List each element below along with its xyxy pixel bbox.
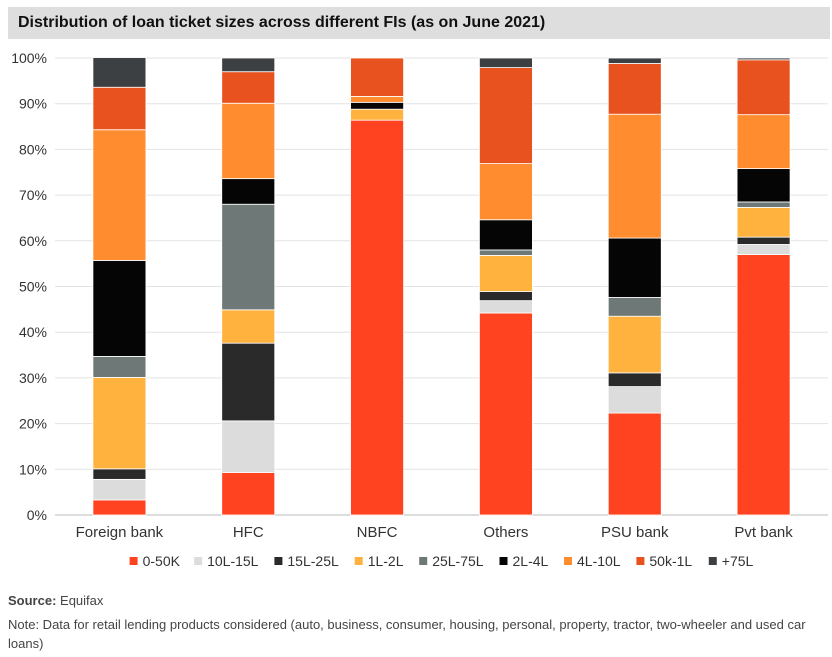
bar-segment: [736, 201, 791, 208]
bar-segment: [221, 420, 276, 473]
legend-label: 15L-25L: [287, 553, 339, 569]
y-tick-label: 0%: [27, 507, 47, 523]
bar-segment: [607, 237, 662, 298]
bar-segment: [221, 178, 276, 205]
legend-swatch: [564, 557, 572, 565]
bar-segment: [736, 57, 791, 61]
source-label: Source:: [8, 593, 57, 608]
bar-segment: [607, 315, 662, 374]
legend-label: +75L: [722, 553, 754, 569]
bar-segment: [92, 86, 147, 131]
bar-segment: [736, 207, 791, 238]
bar-segment: [607, 412, 662, 516]
y-tick-label: 90%: [19, 96, 47, 112]
bar-segment: [736, 254, 791, 516]
bar-segment: [92, 478, 147, 501]
footnote: Note: Data for retail lending products c…: [8, 617, 806, 651]
bar-segment: [607, 297, 662, 317]
y-tick-label: 30%: [19, 370, 47, 386]
bar-segment: [92, 260, 147, 357]
bar-segment: [350, 101, 404, 110]
chart-title-bar: Distribution of loan ticket sizes across…: [8, 7, 830, 39]
bar-segment: [479, 67, 533, 164]
x-tick-label: PSU bank: [601, 524, 669, 541]
legend-swatch: [194, 557, 203, 565]
bar-segment: [221, 203, 276, 311]
y-axis-ticks: 0% 10% 20% 30% 40% 50% 60% 70% 80% 90% 100%: [11, 50, 47, 523]
bar-segment: [736, 59, 791, 116]
bar-segment: [479, 300, 533, 314]
y-tick-label: 20%: [19, 416, 47, 432]
legend-label: 10L-15L: [207, 553, 259, 569]
x-tick-label: Foreign bank: [76, 524, 164, 541]
bar-segment: [92, 499, 147, 516]
bar-segment: [479, 163, 533, 221]
y-tick-label: 60%: [19, 233, 47, 249]
bar-segment: [479, 219, 533, 251]
bar-segment: [350, 95, 404, 103]
legend-swatch: [708, 557, 717, 565]
bar-segment: [607, 386, 662, 414]
bar-segment: [221, 472, 276, 516]
bar-segment: [92, 377, 147, 470]
legend-label: 1L-2L: [368, 553, 404, 569]
bar-segment: [736, 236, 791, 245]
source-line: Source: Equifax: [8, 593, 103, 608]
bar-segment: [607, 63, 662, 115]
x-tick-label: NBFC: [357, 524, 398, 541]
bar-segment: [607, 372, 662, 387]
bar-segment: [607, 57, 662, 64]
bar-segment: [221, 57, 276, 73]
legend-swatch: [419, 557, 428, 565]
x-tick-label: HFC: [233, 524, 264, 541]
x-tick-label: Others: [483, 524, 528, 541]
legend-swatch: [636, 557, 645, 565]
bar-segment: [350, 119, 404, 516]
source-value: Equifax: [56, 593, 104, 608]
bar-segment: [479, 312, 533, 516]
y-tick-label: 70%: [19, 187, 47, 203]
bars: [92, 57, 791, 516]
bar-segment: [221, 342, 276, 422]
y-tick-label: 10%: [19, 461, 47, 477]
bar-segment: [92, 57, 147, 88]
y-tick-label: 80%: [19, 141, 47, 157]
bar-segment: [479, 249, 533, 256]
bar-segment: [350, 57, 404, 97]
y-tick-label: 40%: [19, 324, 47, 340]
bar-segment: [92, 468, 147, 480]
gridlines: [55, 57, 828, 516]
legend-swatch: [274, 557, 283, 565]
legend: 0-50K 10L-15L 15L-25L 1L-2L 25L-75L 2L-4L 4L-1…: [129, 553, 754, 569]
chart-title: Distribution of loan ticket sizes across…: [18, 14, 546, 31]
y-tick-label: 100%: [11, 50, 47, 66]
bar-segment: [736, 244, 791, 255]
legend-label: 0-50K: [143, 553, 181, 569]
bar-segment: [221, 309, 276, 344]
legend-label: 2L-4L: [513, 553, 549, 569]
legend-label: 50k-1L: [649, 553, 692, 569]
x-tick-label: Pvt bank: [734, 524, 793, 541]
bar-segment: [736, 114, 791, 169]
bar-segment: [221, 102, 276, 180]
bar-segment: [479, 291, 533, 302]
legend-swatch: [129, 557, 138, 565]
bar-segment: [92, 129, 147, 261]
bar-segment: [92, 356, 147, 378]
legend-swatch: [499, 557, 508, 565]
stacked-bar-chart: 0% 10% 20% 30% 40% 50% 60% 70% 80% 90% 100% Foreig…: [11, 50, 828, 569]
legend-label: 25L-75L: [432, 553, 484, 569]
legend-label: 4L-10L: [577, 553, 621, 569]
bar-segment: [479, 57, 533, 68]
y-tick-label: 50%: [19, 279, 47, 295]
x-axis-ticks: Foreign bank HFC NBFC Others PSU bank Pvt ban…: [76, 524, 794, 541]
bar-segment: [607, 113, 662, 239]
bar-segment: [479, 255, 533, 292]
bar-segment: [221, 71, 276, 104]
bar-segment: [350, 108, 404, 121]
bar-segment: [736, 168, 791, 203]
legend-swatch: [354, 557, 363, 565]
